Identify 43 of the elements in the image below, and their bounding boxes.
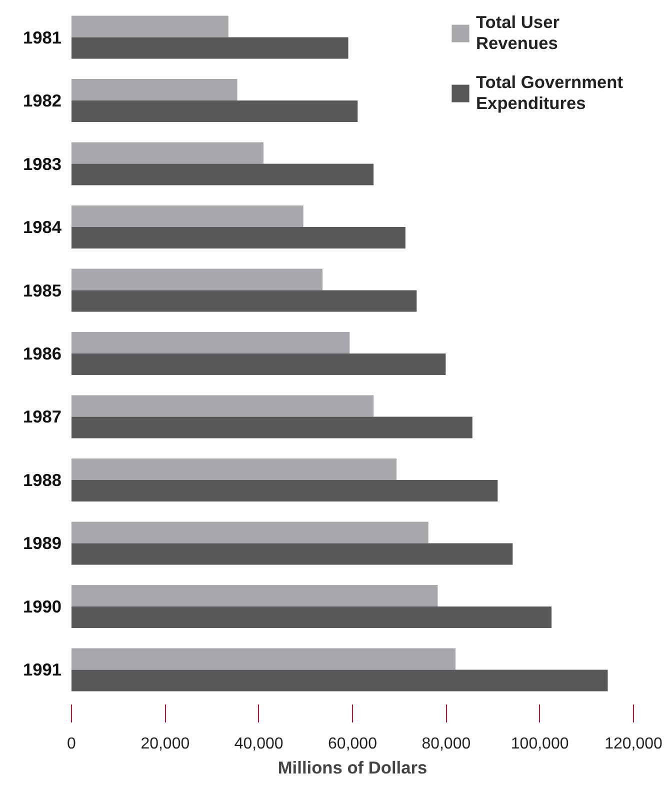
bar <box>72 648 456 670</box>
bar <box>72 206 304 228</box>
x-tick-label: 20,000 <box>140 736 190 752</box>
x-axis-title: Millions of Dollars <box>278 758 428 778</box>
bar <box>72 584 438 606</box>
bar <box>72 268 323 290</box>
bar <box>72 100 358 122</box>
y-tick-label: 1990 <box>22 596 62 616</box>
bar <box>72 543 513 565</box>
x-tick-label: 100,000 <box>510 736 569 752</box>
bar <box>72 354 446 376</box>
y-tick-label: 1982 <box>22 90 62 111</box>
x-tick-label: 80,000 <box>422 736 471 752</box>
bar <box>72 606 552 628</box>
bar <box>72 480 498 502</box>
bar <box>72 164 374 186</box>
x-tick-label: 120,000 <box>604 736 663 752</box>
y-tick-label: 1987 <box>22 406 62 427</box>
bar <box>72 458 397 480</box>
bar <box>72 16 228 38</box>
y-tick-label: 1986 <box>22 344 62 364</box>
legend-label: Total User Revenues <box>476 12 560 54</box>
bar <box>72 79 238 101</box>
bar <box>72 522 428 544</box>
bar <box>72 670 608 692</box>
bar <box>72 416 472 438</box>
bar <box>72 227 406 249</box>
x-tick-label: 40,000 <box>234 736 284 752</box>
x-tick-label: 0 <box>67 736 76 752</box>
y-tick-label: 1984 <box>22 217 62 238</box>
y-tick-label: 1989 <box>22 533 62 554</box>
bar <box>72 332 350 354</box>
y-tick-label: 1988 <box>22 470 62 490</box>
bar <box>72 37 348 59</box>
y-tick-label: 1985 <box>22 280 62 300</box>
y-tick-label: 1983 <box>22 154 62 174</box>
x-tick-label: 60,000 <box>328 736 378 752</box>
bar <box>72 395 374 417</box>
legend-label: Total Government Expenditures <box>476 72 623 114</box>
y-tick-label: 1981 <box>22 27 62 48</box>
bar <box>72 290 417 312</box>
bar <box>72 142 264 164</box>
y-tick-label: 1991 <box>22 660 62 680</box>
